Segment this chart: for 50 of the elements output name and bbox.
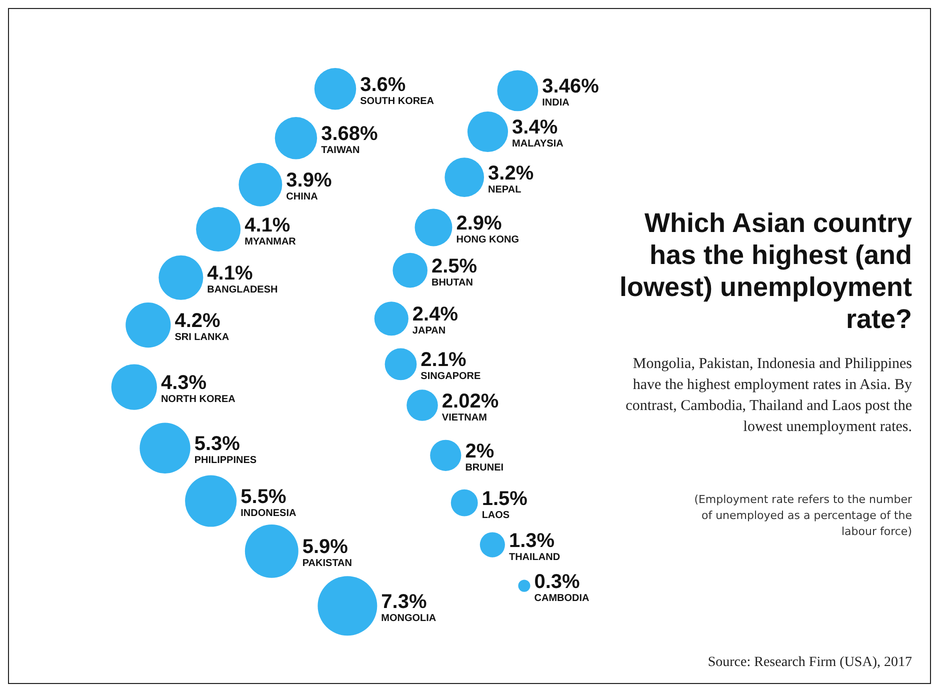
data-label: 4.1% — [207, 262, 253, 285]
category-label: CHINA — [286, 192, 318, 203]
category-label: CAMBODIA — [534, 592, 590, 604]
category-label: NORTH KOREA — [160, 394, 236, 406]
data-label: 5.5% — [240, 486, 286, 508]
data-label: 4.2% — [174, 310, 221, 332]
category-label: SRI LANKA — [174, 332, 230, 344]
category-label: MYANMAR — [244, 236, 297, 248]
data-label: 1.5% — [482, 488, 528, 510]
data-label: 2.02% — [442, 390, 499, 412]
data-label: 2.5% — [431, 255, 478, 278]
data-label: 3.68% — [321, 123, 378, 146]
data-label: 3.9% — [286, 170, 332, 192]
category-label: VIETNAM — [442, 412, 487, 424]
data-label: 1.3% — [508, 530, 555, 552]
category-label: PAKISTAN — [302, 558, 352, 570]
data-label: 4.1% — [244, 214, 290, 236]
source-note: Source: Research Firm (USA), 2017 — [708, 655, 912, 671]
text: Mongolia, Pakistan, Indonesia and Philippines have the highest employment rates in Asia. By contrast, Cambodia, Thailand and Laos post the lowest unemployment rates. — [624, 355, 912, 437]
data-label: 3.46% — [542, 76, 600, 98]
data-label: 2% — [465, 440, 494, 462]
category-label: JAPAN — [412, 326, 446, 337]
data-label: 0.3% — [534, 570, 580, 593]
category-label: MONGOLIA — [381, 612, 436, 624]
data-label: 5.9% — [302, 536, 348, 558]
data-label: 3.6% — [360, 74, 406, 96]
category-label: LAOS — [482, 510, 510, 521]
data-label: 2.9% — [456, 212, 502, 234]
data-label: 2.4% — [412, 304, 458, 326]
category-label: HONG KONG — [456, 234, 520, 246]
category-label: THAILAND — [508, 552, 560, 563]
category-label: TAIWAN — [321, 145, 360, 156]
category-label: NEPAL — [488, 184, 522, 196]
data-label: 5.3% — [194, 433, 240, 456]
category-label: BHUTAN — [431, 277, 473, 288]
category-label: BRUNEI — [465, 462, 504, 474]
category-label: SOUTH KOREA — [360, 96, 434, 107]
category-label: PHILIPPINES — [194, 455, 257, 466]
data-label: 7.3% — [381, 590, 427, 613]
category-label: BANGLADESH — [207, 284, 278, 296]
category-label: INDIA — [542, 98, 570, 109]
data-label: 3.4% — [512, 116, 558, 139]
category-label: INDONESIA — [240, 508, 296, 520]
data-label: 3.2% — [488, 162, 534, 184]
text: Which Asian country has the highest (and lowest) unemployment rate? — [618, 207, 912, 335]
category-label: SINGAPORE — [420, 371, 482, 382]
data-label: 4.3% — [160, 372, 207, 394]
data-label: 2.1% — [420, 349, 466, 372]
category-label: MALAYSIA — [512, 138, 564, 150]
text: (Employment rate refers to the number of unemployed as a percentage of the labour force) — [693, 492, 912, 540]
